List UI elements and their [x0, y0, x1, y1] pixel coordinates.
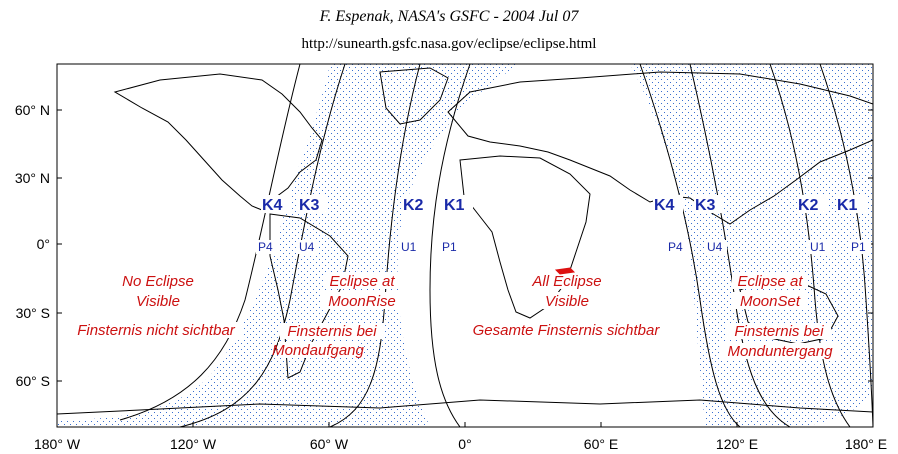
moonrise-label-1: Eclipse at — [329, 273, 395, 290]
contact-k1-east: K1 — [837, 197, 858, 214]
contact-k3-east: K3 — [695, 197, 716, 214]
moonset-label-de-1: Finsternis bei — [734, 323, 824, 340]
greenland-outline — [379, 67, 449, 125]
label-p4-west: P4 — [258, 240, 273, 254]
curve-p4-east — [639, 64, 741, 427]
label-p4-east: P4 — [668, 240, 683, 254]
lat-label-30n: 30° N — [15, 170, 50, 186]
curve-p4-west — [119, 64, 301, 421]
contact-k2-east: K2 — [798, 197, 819, 214]
lon-label-120w: 120° W — [170, 436, 217, 452]
contact-k1-west: K1 — [444, 197, 465, 214]
lon-label-180w: 180° W — [34, 436, 81, 452]
all-eclipse-label-1: All Eclipse — [531, 273, 601, 290]
contact-k2-west: K2 — [403, 197, 424, 214]
no-eclipse-region-east — [800, 390, 873, 427]
sub-lunar-point-marker — [554, 267, 576, 275]
lat-label-30s: 30° S — [16, 305, 50, 321]
contact-k3-west: K3 — [299, 197, 320, 214]
credit-line: F. Espenak, NASA's GSFC - 2004 Jul 07 — [319, 8, 579, 25]
curve-u1-east — [769, 64, 851, 427]
contact-k4-east: K4 — [654, 197, 675, 214]
source-url: http://sunearth.gsfc.nasa.gov/eclipse/ec… — [301, 36, 597, 52]
label-u4-east: U4 — [707, 240, 723, 254]
label-p1-east: P1 — [851, 240, 866, 254]
moonrise-label-2: MoonRise — [328, 293, 396, 310]
no-eclipse-label-de: Finsternis nicht sichtbar — [77, 322, 236, 339]
north-america-outline — [113, 73, 323, 211]
lat-label-60n: 60° N — [15, 102, 50, 118]
all-eclipse-label-2: Visible — [545, 293, 589, 310]
lon-label-120e: 120° E — [716, 436, 758, 452]
moonset-label-1: Eclipse at — [737, 273, 803, 290]
moonrise-label-de-2: Mondaufgang — [272, 342, 364, 359]
lon-label-0: 0° — [458, 436, 471, 452]
lon-label-180e: 180° E — [845, 436, 887, 452]
lat-label-0: 0° — [37, 236, 50, 252]
lat-label-60s: 60° S — [16, 373, 50, 389]
lon-label-60w: 60° W — [310, 436, 349, 452]
all-eclipse-label-de: Gesamte Finsternis sichtbar — [473, 322, 661, 339]
lon-label-60e: 60° E — [584, 436, 618, 452]
label-p1-west: P1 — [442, 240, 457, 254]
label-u1-west: U1 — [401, 240, 417, 254]
no-eclipse-label-1: No Eclipse — [122, 273, 194, 290]
label-u4-west: U4 — [299, 240, 315, 254]
antarctica-outline — [57, 399, 873, 415]
eurasia-outline — [447, 71, 873, 225]
no-eclipse-label-2: Visible — [136, 293, 180, 310]
curve-p1-east — [819, 64, 873, 427]
label-u1-east: U1 — [810, 240, 826, 254]
moonset-label-2: MoonSet — [740, 293, 801, 310]
moonset-label-de-2: Monduntergang — [727, 343, 833, 360]
moonrise-label-de-1: Finsternis bei — [287, 323, 377, 340]
contact-k4-west: K4 — [262, 197, 283, 214]
curve-p1-west — [429, 64, 471, 427]
curve-u4-west — [179, 64, 346, 427]
